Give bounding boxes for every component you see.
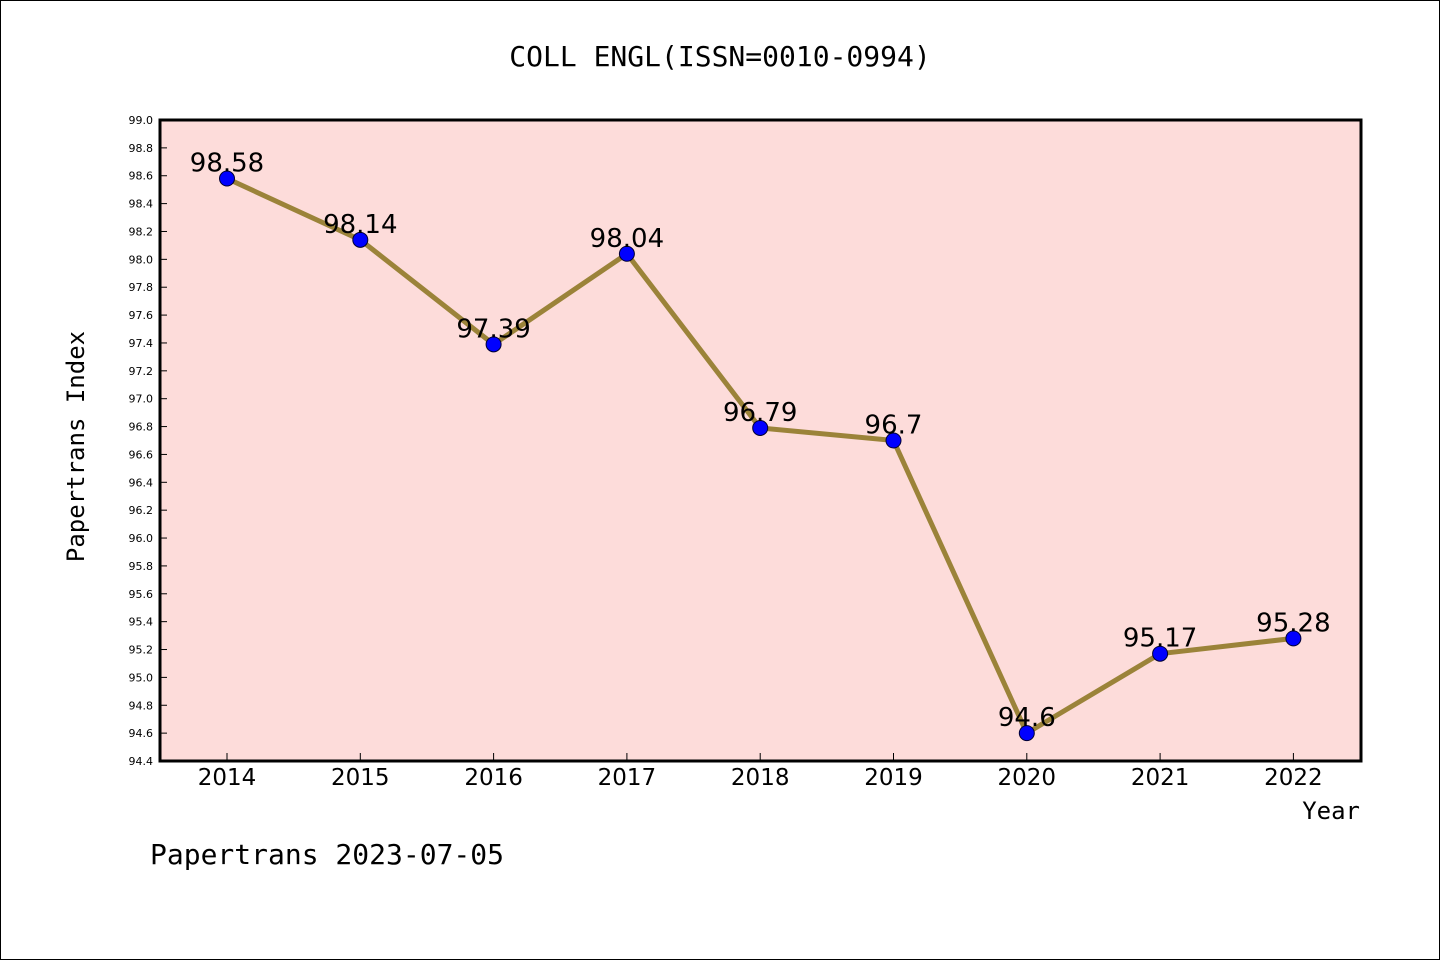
x-tick-label: 2016 — [464, 765, 523, 791]
data-label: 96.7 — [865, 411, 923, 441]
x-axis-ticks: 2014 2015 2016 2017 2018 2019 2020 2021 2022 — [198, 753, 1323, 791]
data-point — [485, 336, 502, 353]
data-point — [1285, 630, 1302, 647]
data-point — [885, 432, 902, 449]
data-point — [618, 245, 635, 262]
footer-text: Papertrans 2023-07-05 — [150, 838, 504, 871]
data-label: 97.39 — [456, 314, 530, 344]
y-tick-label: 97.6 — [129, 309, 154, 322]
y-tick-label: 98.0 — [129, 253, 154, 266]
series-papertrans-index: 98.58 98.14 97.39 98.04 96.79 96.7 94.6 95.17 95… — [190, 149, 1331, 742]
data-label: 96.79 — [723, 398, 797, 428]
y-tick-label: 98.2 — [129, 225, 154, 238]
x-tick-label: 2018 — [731, 765, 790, 791]
plot-border — [158, 118, 1363, 763]
data-point — [752, 419, 769, 436]
data-label: 98.14 — [323, 210, 397, 240]
y-tick-label: 99.0 — [129, 114, 154, 127]
data-label: 98.58 — [190, 149, 264, 179]
y-axis-label: Papertrans Index — [62, 331, 90, 562]
y-tick-label: 97.8 — [129, 281, 154, 294]
y-tick-label: 96.6 — [129, 448, 154, 461]
data-point — [1152, 645, 1169, 662]
x-tick-label: 2020 — [998, 765, 1057, 791]
data-point — [219, 170, 235, 187]
x-tick-label: 2014 — [198, 765, 257, 791]
y-tick-label: 95.0 — [129, 671, 154, 684]
chart-title: COLL ENGL(ISSN=0010-0994) — [509, 40, 930, 73]
y-tick-label: 96.2 — [129, 504, 154, 517]
x-tick-label: 2019 — [864, 765, 923, 791]
x-tick-label: 2021 — [1131, 765, 1190, 791]
y-tick-label: 95.6 — [129, 588, 154, 601]
data-label: 95.17 — [1123, 624, 1197, 654]
y-tick-label: 96.8 — [129, 421, 154, 434]
data-label: 94.6 — [998, 703, 1056, 733]
data-label: 98.04 — [590, 224, 664, 254]
y-tick-label: 94.4 — [129, 755, 154, 768]
y-tick-label: 95.4 — [129, 616, 154, 629]
y-tick-label: 97.2 — [129, 365, 154, 378]
y-tick-label: 97.4 — [129, 337, 154, 350]
y-tick-label: 98.8 — [129, 142, 154, 155]
y-tick-label: 95.8 — [129, 560, 154, 573]
y-tick-label: 96.0 — [129, 532, 154, 545]
y-tick-label: 94.8 — [129, 699, 154, 712]
x-tick-label: 2017 — [598, 765, 657, 791]
data-label: 95.28 — [1256, 608, 1330, 638]
y-axis-ticks: 94.4 94.6 94.8 95.0 95.2 95.4 95.6 95.8 96.0 96.2… — [129, 114, 167, 768]
y-tick-label: 98.6 — [129, 170, 154, 183]
y-tick-label: 95.2 — [129, 644, 154, 657]
x-axis-label: Year — [1302, 797, 1360, 825]
y-tick-label: 94.6 — [129, 727, 154, 740]
y-tick-label: 96.4 — [129, 476, 154, 489]
x-tick-label: 2022 — [1264, 765, 1323, 791]
y-tick-label: 97.0 — [129, 393, 154, 406]
x-tick-label: 2015 — [331, 765, 390, 791]
data-point — [1018, 725, 1035, 742]
y-tick-label: 98.4 — [129, 198, 154, 211]
data-point — [352, 231, 369, 248]
